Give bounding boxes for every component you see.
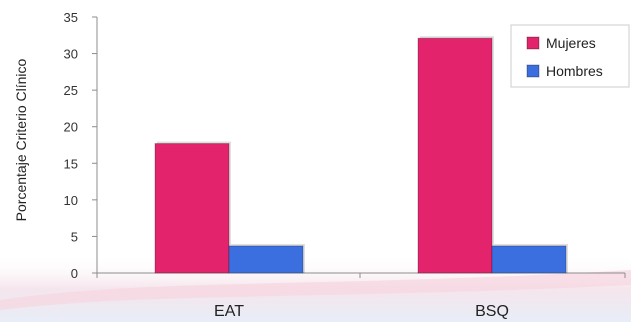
legend: Mujeres Hombres	[510, 24, 630, 88]
bars	[154, 36, 568, 274]
x-category-label: BSQ	[475, 303, 509, 320]
y-tick-label: 25	[64, 83, 78, 98]
bar-mujeres-eat	[154, 143, 230, 274]
y-tick-label: 10	[64, 193, 78, 208]
legend-swatch-mujeres	[526, 36, 540, 50]
y-tick-label: 15	[64, 156, 78, 171]
legend-swatch-hombres	[526, 64, 540, 78]
x-category-label: EAT	[214, 303, 244, 320]
y-axis-title: Porcentaje Criterio Clínico	[13, 58, 29, 221]
y-ticks: 0 5 10 15 20 25 30 35	[64, 10, 97, 281]
bar-hombres-bsq	[491, 245, 567, 274]
y-tick-label: 20	[64, 120, 78, 135]
y-tick-label: 0	[71, 266, 78, 281]
legend-label-mujeres: Mujeres	[546, 35, 596, 51]
y-tick-label: 35	[64, 10, 78, 25]
category-labels: EAT BSQ	[214, 303, 509, 320]
background-swoosh	[0, 270, 631, 310]
bar-hombres-eat	[228, 245, 304, 274]
y-tick-label: 5	[71, 229, 78, 244]
legend-label-hombres: Hombres	[546, 63, 603, 79]
bar-mujeres-bsq	[417, 37, 493, 274]
y-tick-label: 30	[64, 47, 78, 62]
